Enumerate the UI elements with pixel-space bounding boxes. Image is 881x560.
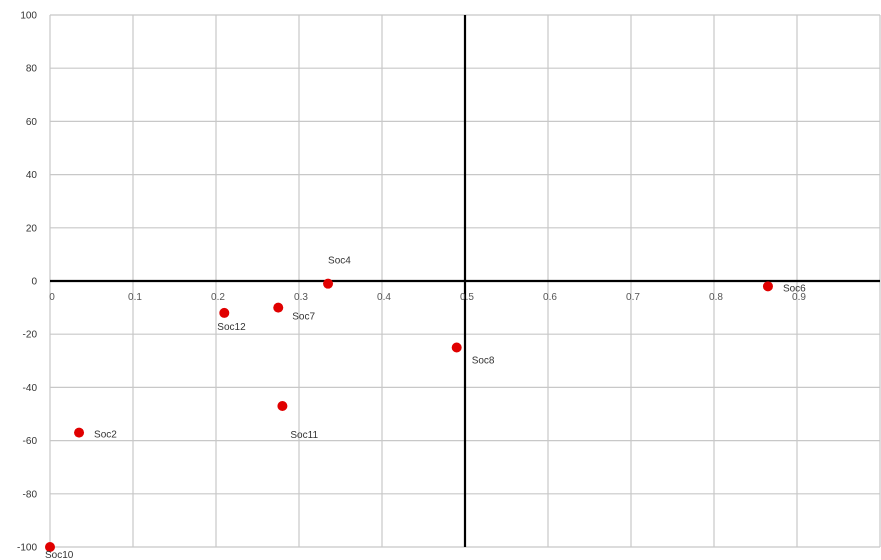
y-tick-label: -40 — [23, 383, 38, 394]
point-labels: Soc4 Soc6 Soc7 Soc12 Soc8 Soc11 Soc2 Soc10 — [45, 256, 806, 560]
x-tick-label: 0 — [49, 292, 55, 303]
y-tick-label: -80 — [23, 489, 38, 500]
point-label: Soc11 — [290, 430, 318, 441]
point-label: Soc2 — [94, 430, 117, 441]
x-tick-label: 0.4 — [377, 292, 391, 303]
data-point — [273, 302, 284, 313]
data-point — [323, 278, 334, 289]
data-point — [762, 281, 773, 292]
y-tick-label: 0 — [31, 277, 37, 288]
data-point — [277, 401, 288, 412]
x-tick-labels: 0 0.1 0.2 0.3 0.4 0.5 0.6 0.7 0.8 0.9 — [49, 292, 806, 303]
point-label: Soc12 — [217, 322, 246, 333]
x-tick-label: 0.7 — [626, 292, 640, 303]
x-tick-label: 0.9 — [792, 292, 806, 303]
y-tick-label: 100 — [20, 11, 37, 22]
data-point — [219, 307, 230, 318]
data-point — [45, 542, 55, 552]
y-tick-label: -100 — [17, 543, 37, 554]
y-tick-label: 20 — [26, 223, 38, 234]
x-tick-label: 0.5 — [460, 292, 474, 303]
y-tick-label: -60 — [23, 436, 38, 447]
y-tick-label: 80 — [26, 64, 38, 75]
data-point — [74, 427, 85, 438]
data-points — [45, 278, 773, 552]
point-label: Soc7 — [292, 312, 315, 323]
axes — [50, 15, 880, 547]
point-label: Soc8 — [472, 356, 495, 367]
y-tick-labels: 100 80 60 40 20 0 -20 -40 -60 -80 -100 — [17, 11, 37, 554]
x-tick-label: 0.2 — [211, 292, 225, 303]
y-tick-label: 40 — [26, 170, 38, 181]
y-tick-label: 60 — [26, 117, 38, 128]
x-tick-label: 0.8 — [709, 292, 723, 303]
point-label: Soc6 — [783, 283, 806, 294]
y-tick-label: -20 — [23, 330, 38, 341]
x-tick-label: 0.6 — [543, 292, 557, 303]
data-point — [451, 342, 462, 353]
point-label: Soc10 — [45, 550, 74, 560]
x-tick-label: 0.1 — [128, 292, 142, 303]
x-tick-label: 0.3 — [294, 292, 308, 303]
point-label: Soc4 — [328, 256, 351, 267]
